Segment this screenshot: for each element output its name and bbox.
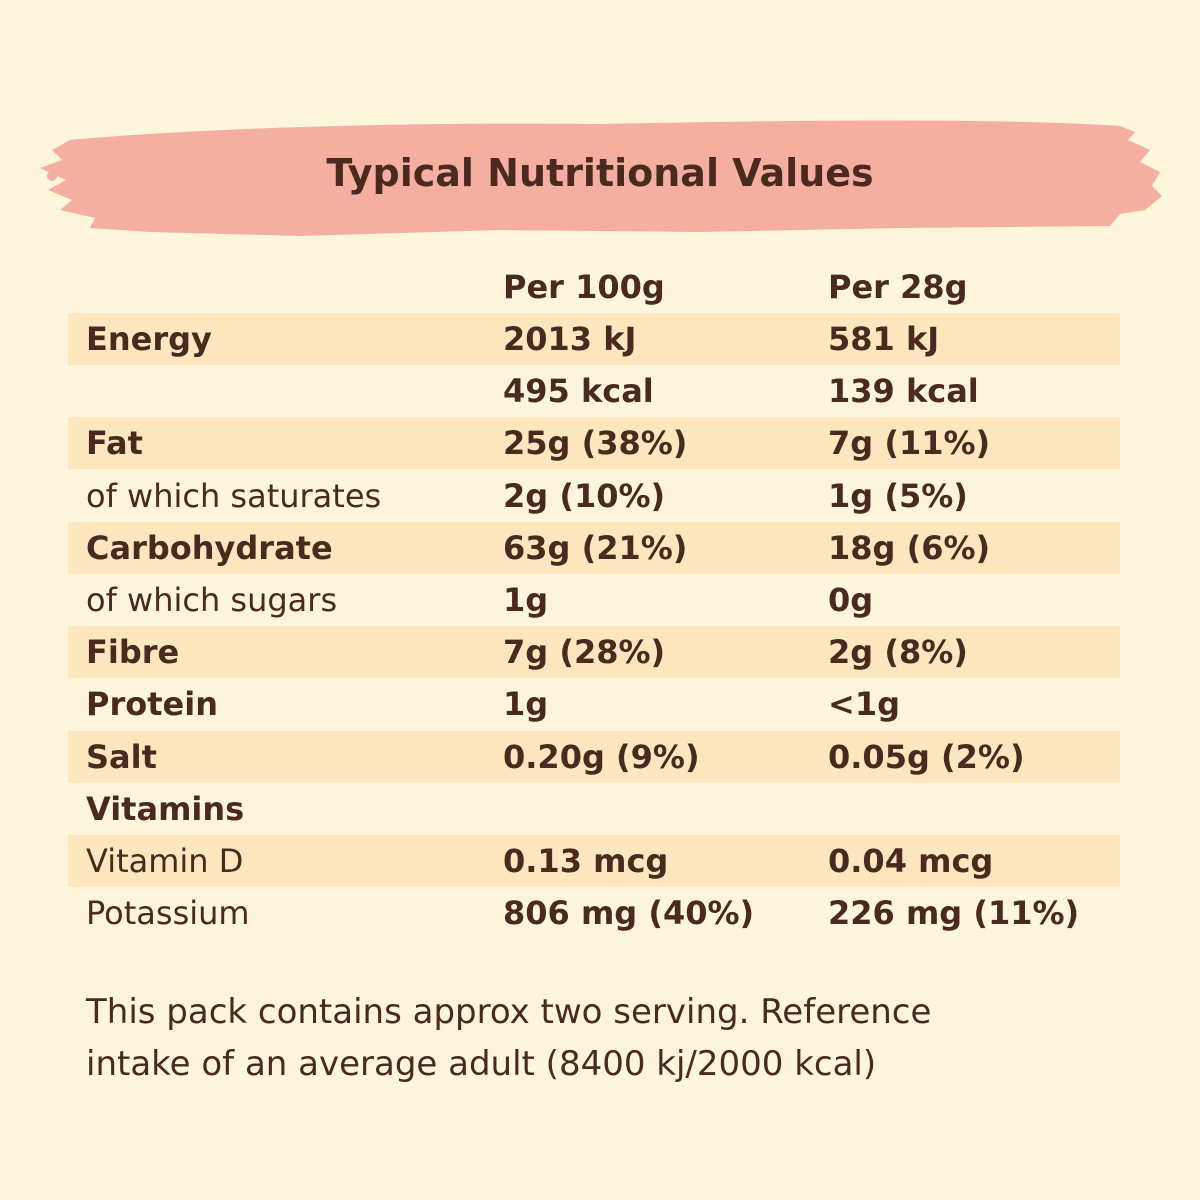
row-value: 495 kcal (503, 372, 654, 411)
row-value: 0g (828, 581, 874, 619)
row-label: Fat (86, 424, 143, 463)
brush-shape (40, 120, 1162, 236)
row-value: 25g (38%) (503, 424, 688, 463)
row-shade (68, 313, 1120, 365)
row-value: 7g (11%) (828, 424, 991, 463)
row-value: 0.13 mcg (503, 842, 669, 880)
row-value: 0.04 mcg (828, 842, 994, 880)
row-shade (68, 521, 1120, 574)
row-value: 2013 kJ (503, 320, 637, 358)
row-shade (68, 835, 1120, 887)
row-label: of which sugars (86, 581, 338, 619)
row-label: Vitamins (86, 789, 245, 828)
row-value: 806 mg (40%) (503, 894, 755, 933)
footnote-line: This pack contains approx two serving. R… (86, 992, 932, 1032)
row-label: Vitamin D (86, 842, 244, 880)
row-label: Carbohydrate (86, 528, 333, 567)
row-value: 1g (503, 581, 549, 619)
row-value: 18g (6%) (828, 528, 991, 567)
row-value: 581 kJ (828, 320, 940, 358)
row-value: 1g (5%) (828, 476, 968, 515)
footnote-line: intake of an average adult (8400 kj/2000… (86, 1044, 877, 1084)
row-value: 7g (28%) (503, 633, 666, 672)
row-label: Protein (86, 685, 218, 724)
row-label: Fibre (86, 633, 180, 672)
row-value: 0.20g (9%) (503, 737, 700, 776)
row-label: Energy (86, 320, 212, 358)
row-value: 226 mg (11%) (828, 894, 1080, 933)
row-label: of which saturates (86, 476, 382, 515)
row-shade (68, 417, 1120, 470)
row-value: 2g (8%) (828, 633, 968, 672)
brush-speck (1134, 146, 1146, 158)
row-value: 63g (21%) (503, 528, 688, 567)
row-value: <1g (828, 685, 900, 724)
row-value: 0.05g (2%) (828, 737, 1025, 776)
title: Typical Nutritional Values (326, 151, 874, 195)
column-header: Per 28g (828, 268, 968, 306)
row-label: Potassium (86, 894, 250, 933)
title-brush (40, 120, 1162, 236)
row-shade (68, 626, 1120, 679)
row-value: 2g (10%) (503, 476, 666, 515)
row-value: 139 kcal (828, 372, 979, 411)
brush-speck (47, 171, 57, 181)
row-label: Salt (86, 737, 157, 776)
row-shade (68, 730, 1120, 783)
column-header: Per 100g (503, 268, 665, 306)
row-value: 1g (503, 685, 549, 724)
